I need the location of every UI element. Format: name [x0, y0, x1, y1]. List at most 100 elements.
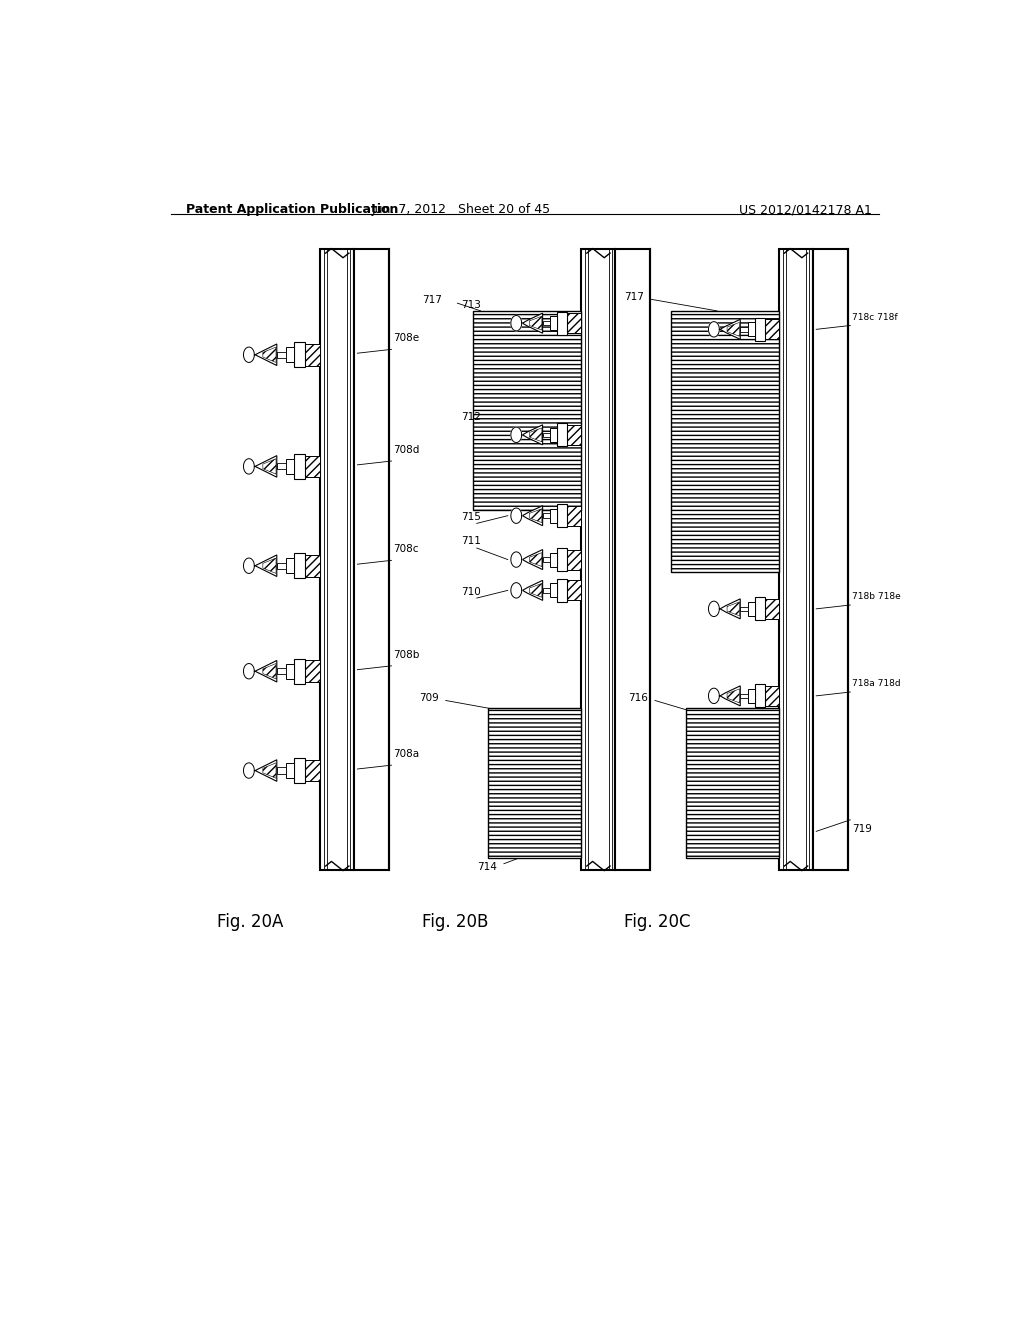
Bar [286, 459, 294, 474]
Bar [286, 763, 294, 779]
Polygon shape [244, 664, 254, 678]
Bar [557, 578, 567, 602]
Bar [294, 553, 305, 578]
Polygon shape [255, 455, 276, 478]
Bar [276, 562, 286, 569]
Polygon shape [709, 688, 719, 704]
Polygon shape [522, 506, 543, 525]
Bar [305, 455, 321, 478]
Bar [567, 313, 582, 333]
Text: 711: 711 [461, 536, 481, 546]
Bar [567, 506, 582, 525]
Polygon shape [255, 760, 276, 781]
Bar [557, 312, 567, 335]
Bar [550, 583, 557, 597]
Text: 717: 717 [423, 296, 442, 305]
Bar [276, 351, 286, 358]
Text: Fig. 20C: Fig. 20C [624, 913, 690, 931]
Bar [276, 463, 286, 470]
Polygon shape [263, 459, 276, 474]
Bar [286, 347, 294, 363]
Polygon shape [263, 664, 276, 678]
Polygon shape [263, 558, 276, 573]
Bar [765, 319, 779, 339]
Polygon shape [720, 319, 740, 339]
Text: 708a: 708a [393, 748, 419, 759]
Text: 709: 709 [419, 693, 438, 702]
Polygon shape [255, 660, 276, 682]
Polygon shape [255, 345, 276, 366]
Polygon shape [727, 602, 739, 615]
Bar [740, 607, 748, 611]
Bar [276, 767, 286, 774]
Text: 716: 716 [628, 693, 648, 702]
Polygon shape [522, 425, 543, 445]
Bar [765, 599, 779, 619]
Polygon shape [727, 322, 739, 337]
Bar [671, 312, 779, 572]
Text: Jun. 7, 2012   Sheet 20 of 45: Jun. 7, 2012 Sheet 20 of 45 [372, 203, 551, 216]
Polygon shape [709, 322, 719, 337]
Bar [550, 553, 557, 566]
Bar [294, 659, 305, 684]
Bar [305, 345, 321, 366]
Text: Fig. 20A: Fig. 20A [217, 913, 284, 931]
Text: 718b 718e: 718b 718e [852, 593, 900, 601]
Bar [543, 557, 550, 562]
Polygon shape [511, 582, 521, 598]
Bar [740, 327, 748, 331]
Polygon shape [529, 508, 542, 523]
Text: 708d: 708d [393, 445, 420, 455]
Bar [567, 549, 582, 570]
Bar [321, 249, 354, 870]
Bar [550, 317, 557, 330]
Polygon shape [263, 763, 276, 779]
Polygon shape [529, 428, 542, 442]
Bar [294, 758, 305, 783]
Text: US 2012/0142178 A1: US 2012/0142178 A1 [739, 203, 872, 216]
Polygon shape [529, 553, 542, 566]
Bar [582, 249, 615, 870]
Polygon shape [720, 599, 740, 619]
Bar [557, 424, 567, 446]
Bar [488, 708, 582, 858]
Bar [748, 602, 755, 615]
Bar [557, 504, 567, 527]
Bar [567, 581, 582, 601]
Bar [686, 708, 779, 858]
Text: 719: 719 [852, 824, 871, 834]
Bar [550, 428, 557, 442]
Bar [543, 321, 550, 326]
Text: 708c: 708c [393, 544, 419, 554]
Text: 714: 714 [477, 862, 497, 873]
Polygon shape [727, 689, 739, 702]
Polygon shape [522, 549, 543, 570]
Bar [543, 433, 550, 437]
Polygon shape [244, 347, 254, 363]
Text: 708e: 708e [393, 333, 419, 343]
Polygon shape [244, 763, 254, 779]
Bar [765, 686, 779, 706]
Bar [755, 684, 765, 708]
Polygon shape [244, 558, 254, 573]
Bar [294, 454, 305, 479]
Bar [557, 548, 567, 572]
Text: 713: 713 [461, 300, 481, 310]
Polygon shape [529, 317, 542, 330]
Text: 718a 718d: 718a 718d [852, 680, 900, 688]
Text: 710: 710 [461, 586, 481, 597]
Bar [543, 513, 550, 517]
Polygon shape [709, 601, 719, 616]
Polygon shape [720, 686, 740, 706]
Polygon shape [511, 315, 521, 331]
Bar [755, 318, 765, 341]
Text: 718c 718f: 718c 718f [852, 313, 897, 322]
Bar [567, 425, 582, 445]
Bar [748, 689, 755, 702]
Polygon shape [255, 554, 276, 577]
Bar [779, 249, 813, 870]
Polygon shape [244, 459, 254, 474]
Text: 712: 712 [461, 412, 481, 422]
Polygon shape [529, 583, 542, 597]
Polygon shape [522, 313, 543, 333]
